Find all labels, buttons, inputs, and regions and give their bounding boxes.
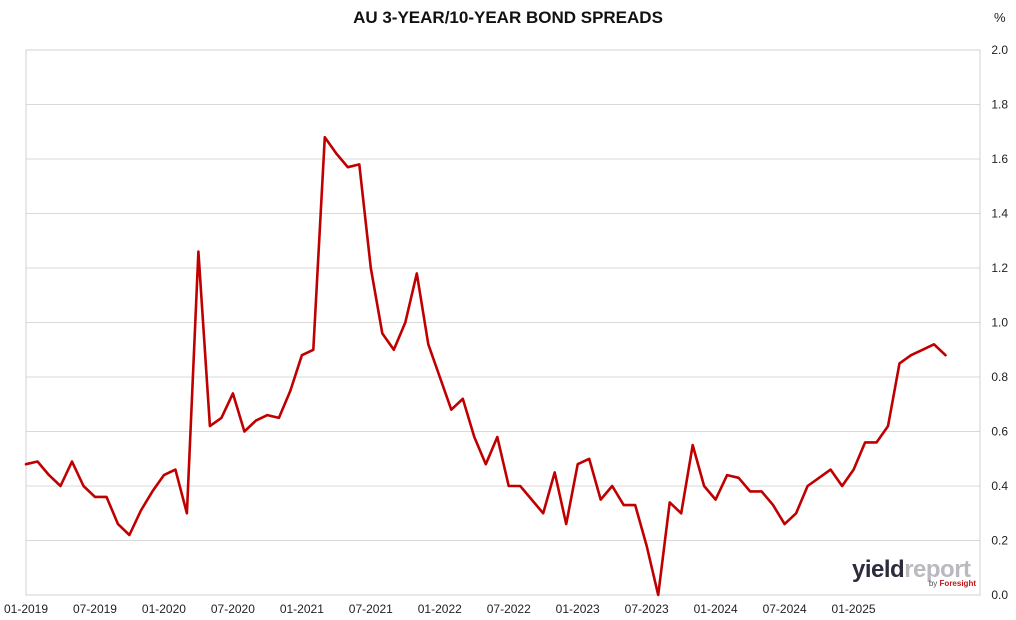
- chart-title: AU 3-YEAR/10-YEAR BOND SPREADS: [353, 8, 663, 27]
- x-tick-label: 01-2025: [832, 602, 876, 616]
- x-tick-label: 07-2019: [73, 602, 117, 616]
- x-tick-label: 01-2021: [280, 602, 324, 616]
- brand-by: by: [928, 579, 938, 588]
- x-tick-label: 01-2024: [694, 602, 738, 616]
- y-tick-label: 0.0: [991, 588, 1008, 602]
- y-tick-label: 1.8: [991, 98, 1008, 112]
- y-tick-label: 0.4: [991, 479, 1008, 493]
- y-tick-label: 0.2: [991, 534, 1008, 548]
- y-tick-label: 1.2: [991, 261, 1008, 275]
- yieldreport-logo: yieldreport by Foresight: [852, 556, 982, 590]
- x-tick-label: 07-2023: [625, 602, 669, 616]
- x-tick-label: 01-2019: [4, 602, 48, 616]
- y-axis-unit: %: [994, 10, 1006, 25]
- x-tick-label: 07-2022: [487, 602, 531, 616]
- x-tick-label: 07-2020: [211, 602, 255, 616]
- y-tick-label: 1.0: [991, 316, 1008, 330]
- y-axis-ticks: 0.0 0.2 0.4 0.6 0.8 1.0 1.2 1.4 1.6 1.8 2.0: [991, 43, 1008, 602]
- spread-line: [24, 135, 947, 597]
- y-tick-label: 1.6: [991, 152, 1008, 166]
- plot-area-border: [25, 49, 981, 596]
- brand-name-part-2: report: [904, 556, 971, 583]
- x-tick-label: 01-2023: [556, 602, 600, 616]
- y-tick-label: 2.0: [991, 43, 1008, 57]
- x-tick-label: 01-2020: [142, 602, 186, 616]
- brand-name-part-1: yield: [852, 556, 905, 583]
- x-tick-label: 01-2022: [418, 602, 462, 616]
- x-axis-ticks: 01-2019 07-2019 01-2020 07-2020 01-2021 07-20…: [4, 602, 876, 616]
- x-tick-label: 07-2021: [349, 602, 393, 616]
- y-tick-label: 0.8: [991, 370, 1008, 384]
- y-tick-label: 0.6: [991, 425, 1008, 439]
- x-tick-label: 07-2024: [763, 602, 807, 616]
- brand-foresight: Foresight: [939, 579, 976, 588]
- brand-tagline: by Foresight: [929, 579, 976, 588]
- brand-wordmark: yieldreport: [852, 556, 982, 584]
- y-tick-label: 1.4: [991, 207, 1008, 221]
